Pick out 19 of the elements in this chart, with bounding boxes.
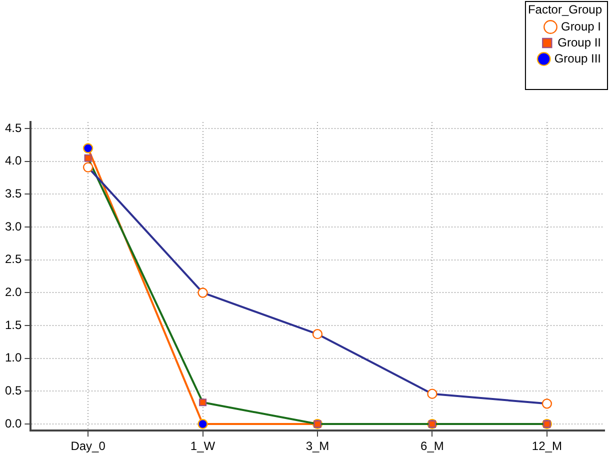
legend-label: Group I: [560, 19, 602, 34]
y-tick-label: 0.5: [4, 384, 22, 398]
x-tick-label: Day_0: [70, 439, 106, 454]
legend-label: Group III: [554, 51, 601, 66]
x-tick-label: 3_M: [306, 439, 330, 454]
y-tick-label: 1.0: [4, 350, 22, 365]
legend-label: Group II: [558, 35, 602, 50]
y-tick-label: 2.0: [4, 285, 22, 300]
y-tick-label: 3.0: [4, 219, 22, 234]
y-tick-label: 0.0: [4, 416, 22, 430]
legend-title: Factor_Group: [528, 2, 602, 16]
y-tick-label: 1.5: [4, 318, 22, 332]
x-tick-label: 12_M: [532, 439, 562, 454]
y-tick-label: 3.5: [4, 186, 22, 201]
x-tick-label: 1_W: [190, 439, 216, 454]
y-tick-label: 2.5: [4, 252, 22, 266]
y-tick-label: 4.5: [4, 120, 22, 135]
x-tick-label: 6_M: [420, 439, 444, 454]
y-tick-label: 4.0: [4, 154, 22, 168]
